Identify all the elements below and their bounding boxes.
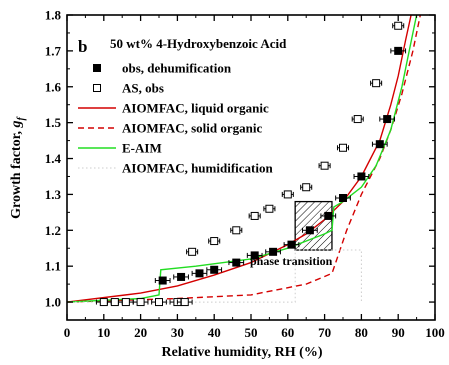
x-tick-label: 70 [318,325,331,340]
data-point-1 [110,298,119,307]
x-tick-label: 100 [425,325,445,340]
y-tick-label: 1.3 [45,187,62,202]
data-point-0 [195,269,204,278]
data-point-0 [232,258,241,267]
data-point-1 [394,21,403,30]
y-tick-label: 1.8 [45,8,62,23]
x-tick-label: 30 [171,325,184,340]
panel-label: b [78,37,87,56]
x-tick-label: 0 [64,325,71,340]
y-tick-label: 1.6 [45,79,62,94]
data-point-1 [302,183,311,192]
legend-label-5: AIOMFAC, humidification [122,161,273,176]
data-point-1 [188,247,197,256]
phase-transition-region [294,200,333,251]
data-point-0 [383,115,392,124]
legend-label-1: AS, obs [122,81,164,96]
lines-layer [67,15,421,303]
x-tick-label: 90 [392,325,405,340]
annotation-label: phase transition [250,254,333,268]
data-point-0 [177,272,186,281]
legend-label-2: AIOMFAC, liquid organic [122,101,269,116]
series-line-4 [67,15,418,303]
data-point-1 [155,298,163,307]
x-tick-label: 50 [245,325,258,340]
data-point-1 [136,298,145,307]
data-point-0 [324,211,333,220]
x-tick-label: 10 [97,325,110,340]
x-tick-label: 60 [281,325,294,340]
annotation-layer [294,200,333,251]
y-tick-label: 1.5 [45,115,62,130]
x-tick-label: 80 [355,325,368,340]
data-point-0 [287,240,296,249]
data-point-0 [250,251,259,260]
x-tick-label: 40 [208,325,221,340]
y-tick-label: 1.7 [45,43,62,58]
data-point-0 [158,276,167,285]
x-axis-label: Relative humidity, RH (%) [162,345,323,360]
legend-label-4: E-AIM [122,141,162,156]
data-point-0 [305,226,314,235]
points-layer [95,21,407,307]
x-tick-label: 20 [134,325,147,340]
data-point-1 [250,211,259,220]
y-tick-label: 1.4 [45,151,62,166]
axes-layer: 0 10 20 30 40 50 60 70 80 90 100 1.0 1.1 1.2 1.3 1.4 1.5… [45,8,445,341]
data-point-0 [375,140,384,149]
data-point-0 [269,247,278,256]
data-point-1 [353,115,362,124]
legend-marker-0 [93,64,101,72]
data-point-1 [283,190,292,199]
series-line-3 [67,15,421,303]
chart-title: 50 wt% 4-Hydroxybenzoic Acid [110,36,287,51]
data-point-0 [394,46,403,55]
y-axis-label: Growth factor, gf [9,115,27,218]
legend-marker-1 [93,84,101,92]
legend-label-0: obs, dehumification [122,61,232,76]
data-point-1 [339,143,347,152]
data-point-1 [320,161,329,170]
data-point-1 [372,79,381,88]
data-point-0 [357,172,366,181]
data-point-1 [121,298,130,307]
data-point-1 [210,237,219,246]
data-point-1 [232,226,241,235]
y-tick-label: 1.1 [45,259,61,274]
data-point-0 [210,265,219,274]
data-point-0 [339,194,347,202]
data-point-1 [180,298,189,307]
legend-label-3: AIOMFAC, solid organic [122,121,262,136]
data-point-1 [265,204,274,213]
legend: obs, dehumification AS, obs AIOMFAC, liqui… [78,61,273,176]
y-tick-label: 1.0 [45,295,61,310]
y-tick-label: 1.2 [45,223,61,238]
data-point-1 [99,298,108,307]
